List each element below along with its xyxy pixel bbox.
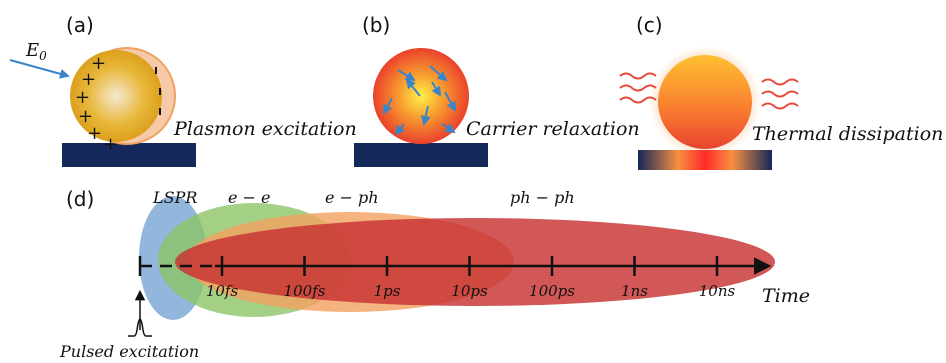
caption-plasmon-excitation: Plasmon excitation [173,118,357,140]
tick-label: 1ns [621,282,648,300]
tick-label: 1ps [374,282,401,300]
axis-title-time: Time [762,285,810,307]
panel-d-label: (d) [66,187,94,211]
pulse-shape-icon [128,318,152,337]
label-e-e: e − e [228,188,271,207]
label-pulsed-excitation: Pulsed excitation [59,342,199,361]
label-lspr: LSPR [152,188,197,207]
tick-label: 100ps [529,282,575,300]
warm-particle [658,55,752,149]
tick-label: 100fs [284,282,326,300]
region-ph-ph [175,218,775,306]
panel-b: (b) Carrier relaxation [354,13,640,167]
panel-d: (d) LSPR e − e e − ph ph − ph 10fs 100fs 1… [59,187,810,361]
label-e-ph: e − ph [325,188,379,207]
hot-carrier-particle [373,48,469,144]
heated-substrate [638,150,772,170]
heat-waves-left [619,72,657,104]
gold-nanoparticle [70,50,162,142]
panel-a-label: (a) [66,13,94,37]
incident-field-arrow [9,59,70,79]
svg-text:+: + [91,53,106,74]
caption-thermal-dissipation: Thermal dissipation [752,123,943,145]
caption-carrier-relaxation: Carrier relaxation [466,118,640,140]
panel-c: (c) Thermal dissipation [619,13,943,170]
label-ph-ph: ph − ph [510,188,575,207]
carrier-arrows [383,65,456,136]
svg-text:+: + [81,69,96,90]
negative-charges [155,67,161,115]
svg-text:+: + [87,123,102,144]
tick-label: 10ns [699,282,736,300]
panel-a: (a) + + + + + + E0 Plasmon excitation [9,13,357,167]
positive-charges: + + + + + + [75,53,118,155]
panel-b-label: (b) [362,13,390,37]
tick-layer: 10fs 100fs 1ps 10ps 100ps 1ns 10ns [206,256,736,300]
substrate-a [62,143,196,167]
svg-text:+: + [78,106,93,127]
heat-waves-right [761,78,799,110]
svg-text:+: + [75,87,90,108]
substrate-b [354,143,488,167]
field-symbol: E0 [25,40,47,63]
panel-c-label: (c) [636,13,663,37]
tick-label: 10ps [451,282,488,300]
svg-text:+: + [103,134,118,155]
tick-label: 10fs [206,282,239,300]
